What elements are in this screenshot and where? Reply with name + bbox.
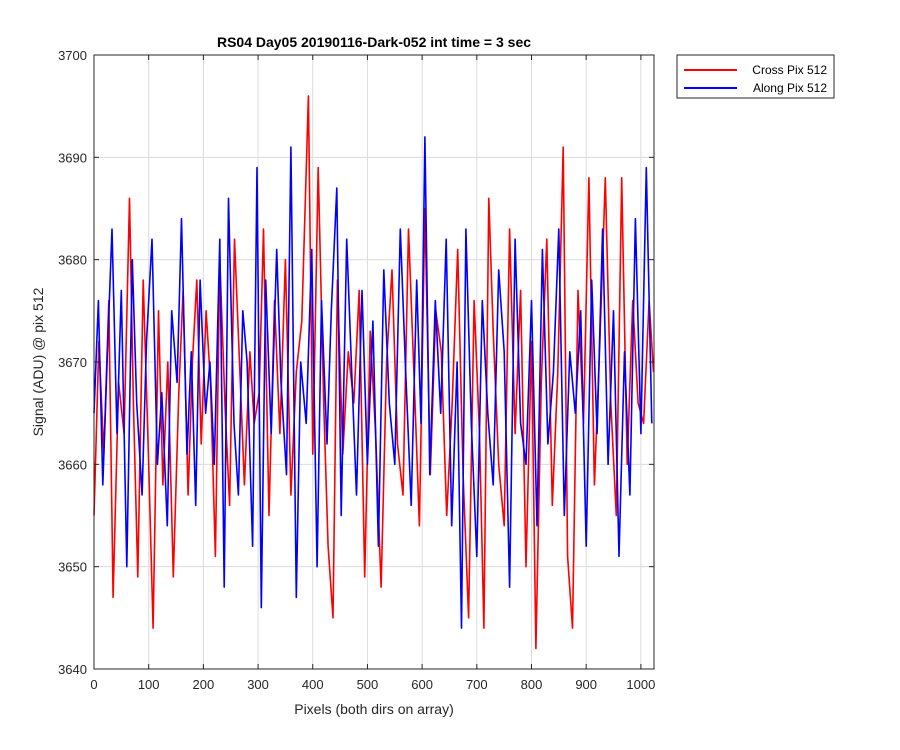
x-tick-label: 100 [138,677,160,692]
series-layer [93,95,655,650]
legend-entries: Cross Pix 512 Along Pix 512 [684,63,827,95]
chart-title: RS04 Day05 20190116-Dark-052 int time = … [217,34,531,50]
y-tick-label: 3650 [58,560,87,575]
x-axis-label: Pixels (both dirs on array) [294,701,454,717]
series-line-along-pix-512 [93,136,653,629]
y-tick-label: 3640 [58,662,87,677]
x-tick-label: 500 [357,677,379,692]
x-tick-label: 1000 [626,677,655,692]
legend-label: Cross Pix 512 [752,63,827,77]
x-tick-label: 900 [575,677,597,692]
legend-box [676,54,835,99]
x-tick-label: 200 [193,677,215,692]
x-tick-label: 800 [521,677,543,692]
x-tick-label: 700 [466,677,488,692]
y-tick-label: 3660 [58,457,87,472]
y-tick-label: 3680 [58,253,87,268]
x-tick-label: 0 [90,677,97,692]
x-tick-label: 300 [247,677,269,692]
axis-ticks: 0 100 200 300 400 500 600 700 800 900 1000 3640 3650… [58,48,655,692]
x-tick-label: 400 [302,677,324,692]
legend-label: Along Pix 512 [753,81,827,95]
legend: Cross Pix 512 Along Pix 512 [676,54,835,99]
y-tick-label: 3690 [58,150,87,165]
y-tick-label: 3670 [58,355,87,370]
y-axis-label: Signal (ADU) @ pix 512 [30,287,46,436]
y-tick-label: 3700 [58,48,87,63]
x-tick-label: 600 [411,677,433,692]
